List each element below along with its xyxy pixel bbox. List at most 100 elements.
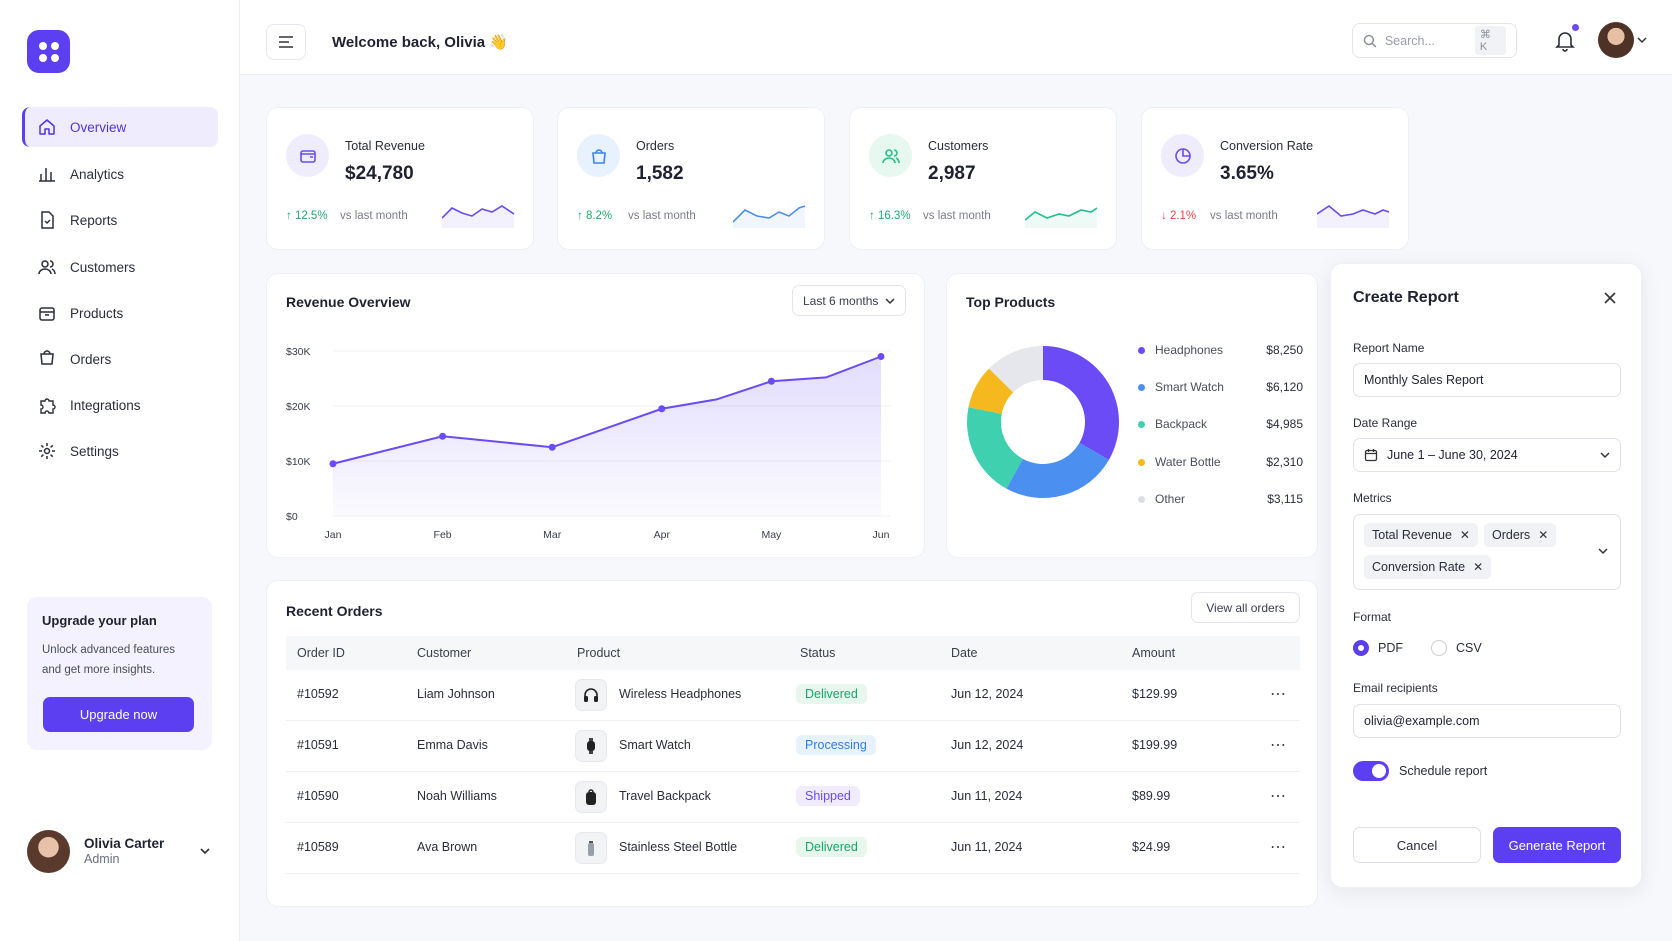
file-icon bbox=[38, 211, 56, 229]
range-label: Last 6 months bbox=[803, 293, 879, 308]
recent-orders-card: Recent Orders View all orders Order ID Cu… bbox=[266, 580, 1318, 907]
legend-label: Water Bottle bbox=[1155, 455, 1221, 469]
revenue-overview-card: Revenue Overview Last 6 months $30K $20K $… bbox=[266, 273, 925, 558]
sidebar-item-overview[interactable]: Overview bbox=[22, 107, 218, 147]
generate-report-button[interactable]: Generate Report bbox=[1493, 827, 1621, 863]
stat-label: Customers bbox=[928, 139, 989, 153]
search-input[interactable] bbox=[1384, 33, 1475, 48]
date-range-select[interactable]: June 1 – June 30, 2024 bbox=[1353, 438, 1621, 472]
sidebar-item-products[interactable]: Products bbox=[22, 293, 218, 333]
x-tick-label: Jun bbox=[873, 529, 890, 541]
sidebar-item-integrations[interactable]: Integrations bbox=[22, 385, 218, 425]
header-avatar[interactable] bbox=[1598, 22, 1634, 58]
close-icon[interactable] bbox=[1603, 291, 1617, 305]
notification-dot bbox=[1572, 24, 1579, 31]
metric-chip: Orders ✕ bbox=[1483, 523, 1557, 547]
stat-card-customers: Customers 2,987 ↑ 16.3% vs last month bbox=[849, 107, 1117, 250]
user-profile[interactable]: Olivia Carter Admin bbox=[27, 828, 217, 874]
remove-chip-icon[interactable]: ✕ bbox=[1459, 528, 1470, 542]
format-csv-label: CSV bbox=[1456, 641, 1482, 655]
status-badge: Processing bbox=[796, 735, 876, 755]
users-icon bbox=[38, 258, 56, 276]
format-label: Format bbox=[1353, 610, 1392, 624]
schedule-toggle[interactable] bbox=[1353, 761, 1389, 781]
order-id: #10591 bbox=[297, 738, 339, 752]
metrics-label: Metrics bbox=[1353, 491, 1392, 505]
bell-icon[interactable] bbox=[1555, 30, 1575, 52]
order-amount: $24.99 bbox=[1132, 840, 1171, 854]
more-actions-icon[interactable]: ⋯ bbox=[1270, 686, 1287, 703]
order-customer: Ava Brown bbox=[417, 840, 478, 854]
legend-value: $4,985 bbox=[1266, 417, 1303, 431]
stat-value: 1,582 bbox=[636, 163, 684, 184]
table-row[interactable]: #10591 Emma Davis Smart Watch Processing Jun… bbox=[286, 721, 1300, 772]
legend-value: $8,250 bbox=[1266, 343, 1303, 357]
table-row[interactable]: #10590 Noah Williams Travel Backpack Shippe… bbox=[286, 772, 1300, 823]
legend-item: Smart Watch $6,120 bbox=[1138, 380, 1303, 394]
y-tick-label: $0 bbox=[286, 511, 298, 523]
format-pdf-radio[interactable] bbox=[1353, 640, 1369, 656]
more-actions-icon[interactable]: ⋯ bbox=[1270, 839, 1287, 856]
donut-slice-other[interactable] bbox=[989, 346, 1043, 393]
remove-chip-icon[interactable]: ✕ bbox=[1473, 560, 1484, 574]
column-header: Product bbox=[577, 646, 621, 660]
more-actions-icon[interactable]: ⋯ bbox=[1270, 737, 1287, 754]
table-row[interactable]: #10589 Ava Brown Stainless Steel Bottle Del… bbox=[286, 823, 1300, 874]
donut-slice-backpack[interactable] bbox=[967, 407, 1023, 489]
donut-slice-smart-watch[interactable] bbox=[1006, 442, 1109, 498]
sparkline-chart bbox=[1317, 205, 1390, 228]
sidebar-item-settings[interactable]: Settings bbox=[22, 431, 218, 471]
donut-slice-water-bottle[interactable] bbox=[968, 368, 1014, 414]
remove-chip-icon[interactable]: ✕ bbox=[1538, 528, 1549, 542]
gear-icon bbox=[38, 442, 56, 460]
legend-item: Water Bottle $2,310 bbox=[1138, 455, 1303, 469]
sidebar-item-customers[interactable]: Customers bbox=[22, 247, 218, 287]
table-row[interactable]: #10592 Liam Johnson Wireless Headphones Del… bbox=[286, 670, 1300, 721]
x-tick-label: Feb bbox=[434, 529, 452, 541]
format-csv-radio[interactable] bbox=[1431, 640, 1447, 656]
cancel-button[interactable]: Cancel bbox=[1353, 827, 1481, 863]
search-box[interactable]: ⌘ K bbox=[1352, 23, 1517, 58]
upgrade-button[interactable]: Upgrade now bbox=[43, 697, 194, 732]
sidebar-item-label: Integrations bbox=[70, 397, 141, 413]
revenue-point[interactable] bbox=[439, 432, 447, 440]
stat-compare-label: vs last month bbox=[340, 210, 408, 222]
revenue-point[interactable] bbox=[329, 460, 337, 468]
welcome-title: Welcome back, Olivia 👋 bbox=[332, 34, 508, 51]
sidebar: Overview Analytics Reports Customers Product… bbox=[0, 0, 240, 941]
sidebar-item-orders[interactable]: Orders bbox=[22, 339, 218, 379]
order-product: Stainless Steel Bottle bbox=[619, 840, 738, 854]
sidebar-item-analytics[interactable]: Analytics bbox=[22, 154, 218, 194]
panel-title: Create Report bbox=[1353, 289, 1459, 306]
revenue-point[interactable] bbox=[767, 377, 775, 385]
email-input[interactable] bbox=[1353, 704, 1621, 738]
revenue-line bbox=[332, 355, 882, 465]
metrics-multiselect[interactable]: Total Revenue ✕ Orders ✕ Conversion Rate ✕ bbox=[1353, 514, 1621, 590]
revenue-point[interactable] bbox=[658, 405, 666, 413]
chevron-down-icon bbox=[885, 297, 895, 304]
watch-icon bbox=[575, 730, 607, 762]
create-report-panel: Create Report Report Name Date Range Jun… bbox=[1330, 263, 1642, 888]
range-dropdown[interactable]: Last 6 months bbox=[792, 285, 906, 316]
view-all-orders-button[interactable]: View all orders bbox=[1191, 592, 1300, 623]
home-icon bbox=[38, 118, 56, 136]
status-badge: Delivered bbox=[796, 684, 867, 704]
chevron-down-icon[interactable] bbox=[1637, 36, 1647, 44]
chevron-down-icon[interactable] bbox=[199, 845, 211, 857]
x-tick-label: Apr bbox=[654, 529, 671, 541]
chevron-down-icon[interactable] bbox=[1598, 547, 1608, 555]
revenue-point[interactable] bbox=[548, 443, 556, 451]
app-logo[interactable] bbox=[27, 30, 70, 73]
sidebar-item-reports[interactable]: Reports bbox=[22, 200, 218, 240]
legend-item: Other $3,115 bbox=[1138, 492, 1303, 506]
report-name-input[interactable] bbox=[1353, 363, 1621, 397]
column-header: Date bbox=[951, 646, 978, 660]
upgrade-text: Unlock advanced features and get more in… bbox=[42, 644, 175, 676]
more-actions-icon[interactable]: ⋯ bbox=[1270, 788, 1287, 805]
order-date: Jun 12, 2024 bbox=[951, 687, 1024, 701]
donut-slice-headphones[interactable] bbox=[1043, 346, 1119, 460]
order-product: Smart Watch bbox=[619, 738, 691, 752]
revenue-point[interactable] bbox=[877, 353, 885, 360]
bag-icon bbox=[577, 134, 620, 177]
menu-toggle-button[interactable] bbox=[266, 24, 306, 60]
